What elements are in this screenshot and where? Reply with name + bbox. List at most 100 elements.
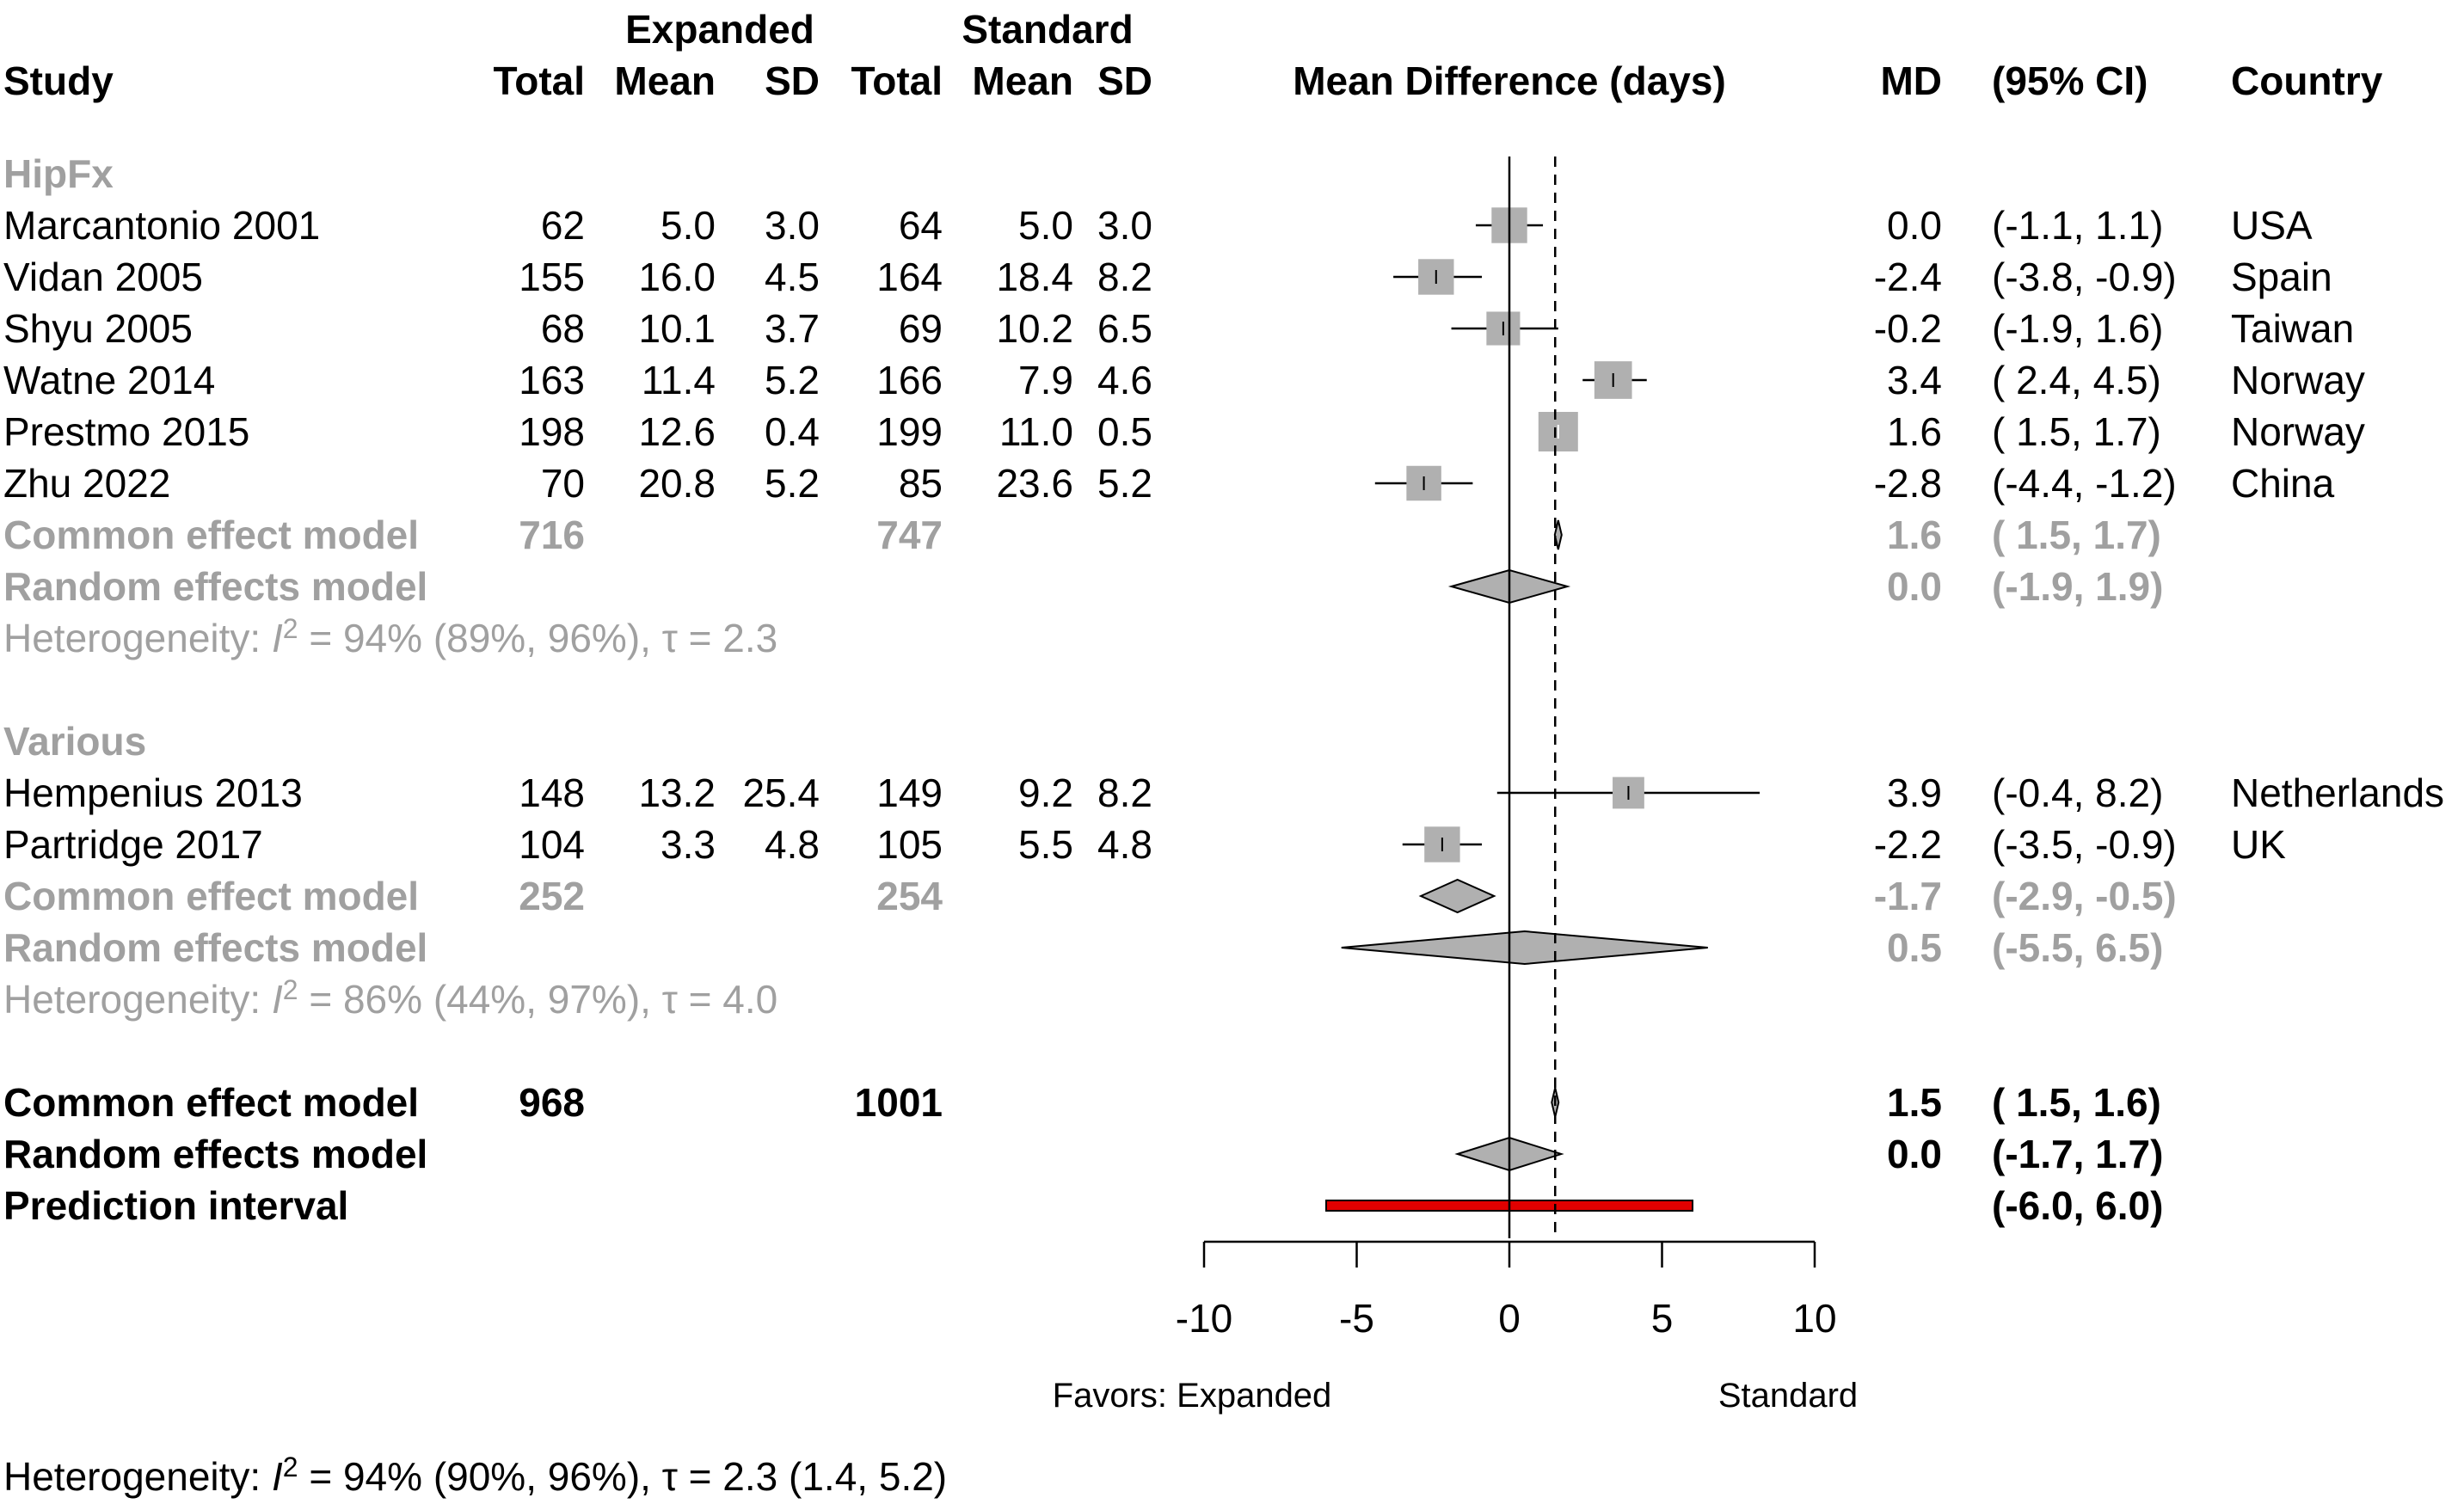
ci-value: (-1.7, 1.7) bbox=[1992, 1132, 2163, 1176]
expanded-mean: 13.2 bbox=[638, 770, 716, 815]
row-study: Partridge 2017 104 3.3 4.8 105 5.5 4.8 -2.2 (-3.… bbox=[3, 822, 2286, 867]
row-study: Shyu 2005 68 10.1 3.7 69 10.2 6.5 -0.2 (-1.9, 1.… bbox=[3, 306, 2354, 351]
row-het: Heterogeneity: I2 = 94% (89%, 96%), τ = … bbox=[3, 613, 777, 660]
favors-left-label: Favors: Expanded bbox=[1053, 1377, 1332, 1415]
header-country: Country bbox=[2231, 58, 2383, 103]
table-body: HipFx Marcantonio 2001 62 5.0 3.0 64 5.0 3.0 0.0… bbox=[3, 151, 2444, 1228]
standard-total: 85 bbox=[899, 461, 943, 506]
row-overall_random: Random effects model 0.0 (-1.7, 1.7) bbox=[3, 1132, 2163, 1176]
study-label: Prediction interval bbox=[3, 1183, 348, 1228]
study-label: Common effect model bbox=[3, 874, 419, 918]
expanded-total: 70 bbox=[541, 461, 585, 506]
country: Taiwan bbox=[2231, 306, 2354, 351]
md-value: 1.5 bbox=[1887, 1080, 1942, 1125]
md-value: 0.5 bbox=[1887, 925, 1942, 970]
standard-total: 149 bbox=[876, 770, 943, 815]
ci-value: (-3.5, -0.9) bbox=[1992, 822, 2177, 867]
md-value: 1.6 bbox=[1887, 409, 1942, 454]
md-value: -2.4 bbox=[1874, 255, 1942, 299]
expanded-total: 155 bbox=[519, 255, 585, 299]
study-label: Common effect model bbox=[3, 1080, 419, 1125]
expanded-total: 163 bbox=[519, 358, 585, 402]
country: Norway bbox=[2231, 409, 2365, 454]
group-label: HipFx bbox=[3, 151, 114, 196]
pooled-diamond bbox=[1418, 878, 1496, 914]
favors-right-label: Standard bbox=[1718, 1377, 1858, 1415]
x-axis: -10 -5 0 5 10 Favors: Expanded Standard bbox=[1053, 1240, 1858, 1415]
expanded-total: 198 bbox=[519, 409, 585, 454]
header-ci: (95% CI) bbox=[1992, 58, 2148, 103]
expanded-sd: 4.8 bbox=[765, 822, 820, 867]
md-value: -2.8 bbox=[1874, 461, 1942, 506]
header-e-total: Total bbox=[494, 58, 585, 103]
standard-total: 69 bbox=[899, 306, 943, 351]
expanded-mean: 5.0 bbox=[661, 203, 716, 248]
expanded-sd: 5.2 bbox=[765, 461, 820, 506]
ci-value: (-3.8, -0.9) bbox=[1992, 255, 2177, 299]
row-study: Zhu 2022 70 20.8 5.2 85 23.6 5.2 -2.8 (-4.4, -1.… bbox=[3, 461, 2335, 506]
standard-mean: 10.2 bbox=[996, 306, 1073, 351]
heterogeneity-text: Heterogeneity: I2 = 86% (44%, 97%), τ = … bbox=[3, 974, 777, 1022]
standard-sd: 6.5 bbox=[1097, 306, 1152, 351]
axis-tick-label: 0 bbox=[1498, 1296, 1521, 1341]
row-common: Common effect model 252 254 -1.7 (-2.9, -0.5… bbox=[3, 874, 2177, 918]
standard-mean: 5.0 bbox=[1018, 203, 1073, 248]
standard-sd: 8.2 bbox=[1097, 770, 1152, 815]
study-label: Random effects model bbox=[3, 1132, 427, 1176]
md-value: -1.7 bbox=[1874, 874, 1942, 918]
md-value: 1.6 bbox=[1887, 513, 1942, 557]
expanded-sd: 25.4 bbox=[742, 770, 820, 815]
header-standard: Standard bbox=[962, 7, 1133, 52]
standard-total: 166 bbox=[876, 358, 943, 402]
expanded-sd: 3.0 bbox=[765, 203, 820, 248]
expanded-total: 62 bbox=[541, 203, 585, 248]
axis-tick-label: -5 bbox=[1339, 1296, 1374, 1341]
md-value: 0.0 bbox=[1887, 203, 1942, 248]
axis-tick-label: 5 bbox=[1651, 1296, 1674, 1341]
country: Netherlands bbox=[2231, 770, 2444, 815]
study-label: Zhu 2022 bbox=[3, 461, 170, 506]
study-label: Shyu 2005 bbox=[3, 306, 193, 351]
standard-mean: 18.4 bbox=[996, 255, 1073, 299]
group-label: Various bbox=[3, 719, 146, 764]
pooled-diamond bbox=[1341, 930, 1708, 966]
standard-mean: 23.6 bbox=[996, 461, 1073, 506]
standard-total: 64 bbox=[899, 203, 943, 248]
header-md: MD bbox=[1880, 58, 1942, 103]
expanded-sd: 3.7 bbox=[765, 306, 820, 351]
md-value: 0.0 bbox=[1887, 564, 1942, 609]
expanded-total: 252 bbox=[519, 874, 585, 918]
md-value: -0.2 bbox=[1874, 306, 1942, 351]
row-random: Random effects model 0.5 (-5.5, 6.5) bbox=[3, 925, 2163, 970]
row-study: Watne 2014 163 11.4 5.2 166 7.9 4.6 3.4 ( 2.4, 4… bbox=[3, 358, 2365, 402]
axis-tick-label: -10 bbox=[1176, 1296, 1232, 1341]
standard-mean: 7.9 bbox=[1018, 358, 1073, 402]
country: USA bbox=[2231, 203, 2313, 248]
md-value: 3.4 bbox=[1887, 358, 1942, 402]
standard-mean: 9.2 bbox=[1018, 770, 1073, 815]
row-study: Hempenius 2013 148 13.2 25.4 149 9.2 8.2 3.9 (-0… bbox=[3, 770, 2444, 815]
heterogeneity-text: Heterogeneity: I2 = 94% (89%, 96%), τ = … bbox=[3, 613, 777, 660]
ci-value: (-5.5, 6.5) bbox=[1992, 925, 2163, 970]
expanded-mean: 16.0 bbox=[638, 255, 716, 299]
study-label: Random effects model bbox=[3, 925, 427, 970]
axis-tick-label: 10 bbox=[1792, 1296, 1836, 1341]
standard-sd: 4.8 bbox=[1097, 822, 1152, 867]
md-value: 3.9 bbox=[1887, 770, 1942, 815]
standard-total: 105 bbox=[876, 822, 943, 867]
country: China bbox=[2231, 461, 2335, 506]
row-prediction: Prediction interval (-6.0, 6.0) bbox=[3, 1183, 2163, 1228]
ci-value: (-1.9, 1.6) bbox=[1992, 306, 2163, 351]
row-study: Marcantonio 2001 62 5.0 3.0 64 5.0 3.0 0.0 (-1.1… bbox=[3, 203, 2313, 248]
header-plot-title: Mean Difference (days) bbox=[1293, 58, 1726, 103]
standard-total: 199 bbox=[876, 409, 943, 454]
row-study: Prestmo 2015 198 12.6 0.4 199 11.0 0.5 1.6 ( 1.5… bbox=[3, 409, 2365, 454]
expanded-total: 716 bbox=[519, 513, 585, 557]
standard-sd: 4.6 bbox=[1097, 358, 1152, 402]
standard-sd: 3.0 bbox=[1097, 203, 1152, 248]
study-label: Random effects model bbox=[3, 564, 427, 609]
header-study: Study bbox=[3, 58, 114, 103]
row-random: Random effects model 0.0 (-1.9, 1.9) bbox=[3, 564, 2163, 609]
ci-value: (-1.9, 1.9) bbox=[1992, 564, 2163, 609]
study-label: Partridge 2017 bbox=[3, 822, 263, 867]
